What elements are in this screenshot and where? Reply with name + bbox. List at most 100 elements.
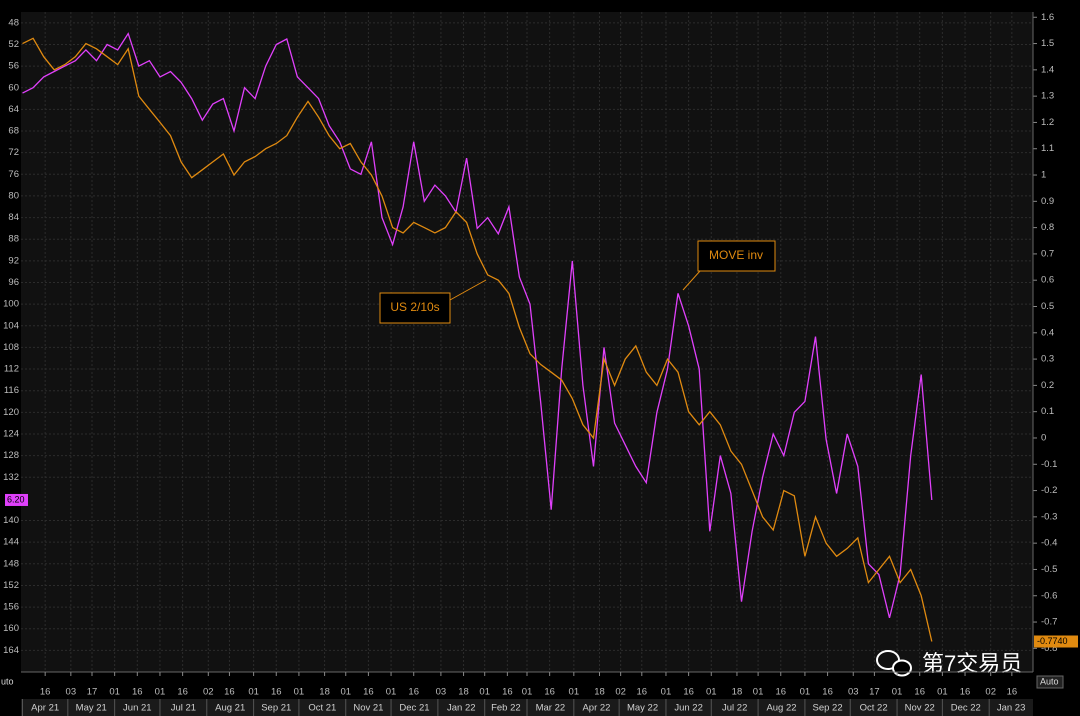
x-tick-label: 03 [66,687,77,698]
y2-tick-label: -0.1 [1041,459,1057,470]
x-month-label: Oct 22 [860,703,888,714]
x-month-label: Dec 21 [399,703,429,714]
x-tick-label: 01 [753,687,764,698]
y2-tick-label: 1 [1041,170,1046,181]
y-tick-label: 128 [3,450,19,461]
axis-mode-right: Auto [1040,676,1059,686]
x-month-label: Oct 21 [308,703,336,714]
x-month-label: Aug 22 [766,703,796,714]
y-tick-label: 112 [4,364,19,375]
last-value-label: 6.20 [7,494,25,504]
x-month-label: Nov 21 [353,703,383,714]
x-month-label: Jan 22 [447,703,476,714]
y-tick-label: 64 [8,104,19,115]
x-tick-label: 16 [132,687,143,698]
y2-tick-label: -0.3 [1041,511,1057,522]
y-tick-label: 164 [3,645,19,656]
y-tick-label: 156 [3,602,19,613]
y2-tick-label: -0.8 [1041,643,1057,654]
x-tick-label: 01 [294,687,305,698]
y-tick-label: 120 [3,407,19,418]
y2-tick-label: 0.7 [1041,248,1054,259]
x-tick-label: 01 [109,687,120,698]
x-tick-label: 16 [544,687,555,698]
y2-tick-label: 0.9 [1041,196,1054,207]
y2-tick-label: -0.2 [1041,485,1057,496]
annotation-label: MOVE inv [709,248,763,262]
x-month-label: May 22 [627,703,658,714]
y-tick-label: 76 [8,169,19,180]
y2-tick-label: 1.3 [1041,91,1054,102]
x-tick-label: 01 [706,687,717,698]
y2-tick-label: -0.7 [1041,617,1057,628]
x-tick-label: 16 [271,687,282,698]
x-tick-label: 01 [155,687,166,698]
last-value-label: -0.7740 [1037,636,1068,646]
y-tick-label: 52 [8,39,19,50]
series-line [22,32,933,619]
y2-tick-label: -0.5 [1041,564,1057,575]
y-tick-label: 148 [3,558,19,569]
x-tick-label: 03 [436,687,447,698]
series-line [22,37,933,642]
x-tick-label: 17 [87,687,98,698]
x-tick-label: 01 [800,687,811,698]
y-tick-label: 132 [3,472,19,483]
x-tick-label: 16 [822,687,833,698]
x-tick-label: 17 [869,687,880,698]
x-tick-label: 01 [340,687,351,698]
y-tick-label: 80 [8,190,19,201]
y2-tick-label: 0.2 [1041,380,1054,391]
annotation-box [697,240,776,272]
x-tick-label: 16 [775,687,786,698]
axis-mode-left: uto [1,676,14,686]
y2-tick-label: 0.3 [1041,354,1054,365]
x-tick-label: 16 [683,687,694,698]
x-tick-label: 16 [914,687,925,698]
x-month-label: Apr 22 [582,703,610,714]
y-tick-label: 56 [8,61,19,72]
lines [22,32,933,642]
y2-tick-label: -0.4 [1041,538,1057,549]
x-tick-label: 01 [937,687,948,698]
x-tick-label: 16 [40,687,51,698]
y-tick-label: 88 [8,234,19,245]
y-tick-label: 152 [3,580,19,591]
y2-tick-label: 1.2 [1041,117,1054,128]
x-month-label: Dec 22 [951,703,981,714]
y2-tick-label: 0.4 [1041,327,1054,338]
y2-tick-label: 0.6 [1041,275,1054,286]
x-tick-label: 03 [848,687,859,698]
annotation-leader [449,279,487,301]
x-tick-label: 01 [569,687,580,698]
y2-tick-label: 1.4 [1041,64,1054,75]
x-tick-label: 16 [960,687,971,698]
y2-tick-label: -0.6 [1041,590,1057,601]
y2-tick-label: 1.1 [1041,143,1054,154]
x-month-label: Sep 21 [261,703,291,714]
y2-tick-label: 0 [1041,432,1046,443]
x-tick-label: 02 [985,687,996,698]
y2-tick-label: 0.5 [1041,301,1054,312]
x-tick-label: 01 [522,687,533,698]
plot-area [21,12,1033,672]
annotation-leader [682,270,701,291]
x-month-label: Jul 21 [171,703,196,714]
y-tick-label: 144 [3,537,19,548]
last-value-tag [1034,635,1078,648]
x-tick-label: 18 [458,687,469,698]
x-tick-label: 01 [248,687,259,698]
y-tick-label: 140 [3,515,19,526]
x-month-label: Mar 22 [536,703,566,714]
x-tick-label: 16 [177,687,188,698]
x-tick-label: 16 [502,687,513,698]
y2-tick-label: 0.8 [1041,222,1054,233]
x-tick-label: 16 [637,687,648,698]
x-tick-label: 18 [732,687,743,698]
y-tick-label: 116 [4,385,19,396]
x-tick-label: 16 [224,687,235,698]
y-tick-label: 84 [8,212,19,223]
x-tick-label: 01 [479,687,490,698]
x-tick-label: 18 [319,687,330,698]
